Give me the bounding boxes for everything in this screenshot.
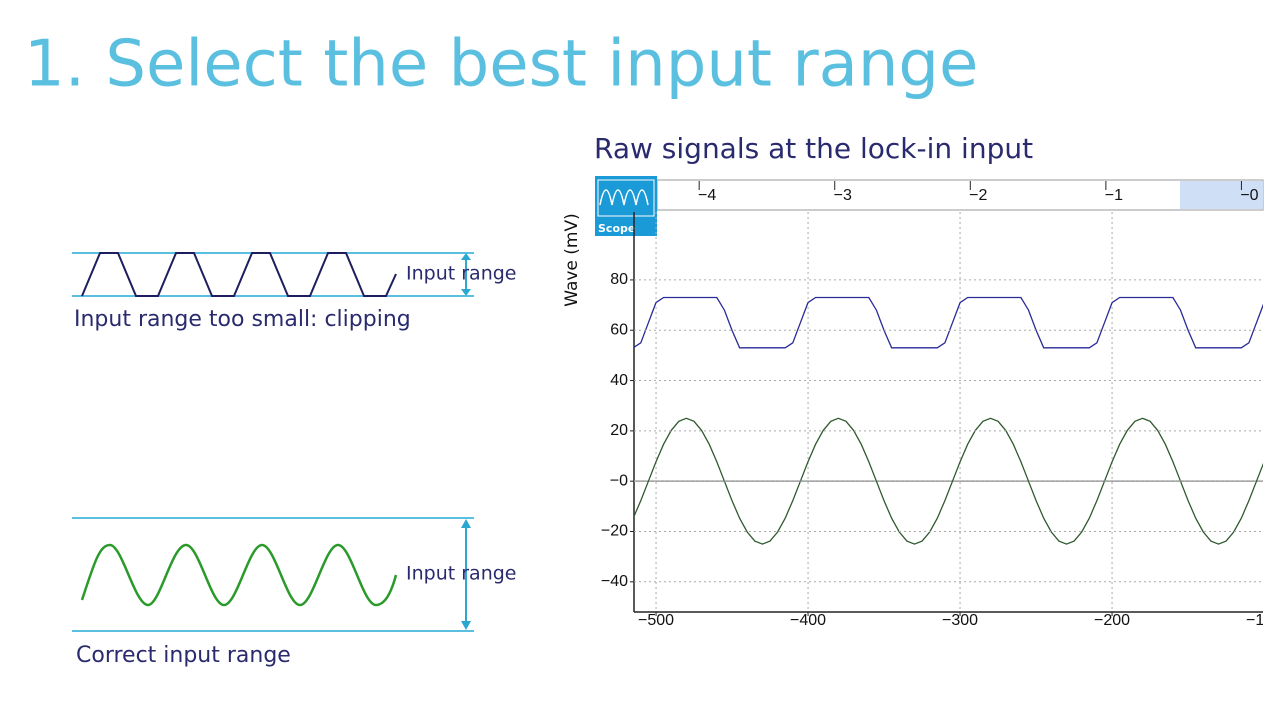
slide-title: 1. Select the best input range — [24, 28, 978, 102]
y-tick-label: 20 — [610, 422, 628, 439]
y-tick-label: −20 — [601, 523, 628, 540]
plot — [634, 212, 1263, 616]
overview-bar — [656, 179, 1264, 211]
series-line — [634, 296, 1263, 349]
x-tick-label: −400 — [790, 612, 826, 629]
y-tick-label: 40 — [610, 372, 628, 389]
badge-label: Scope — [598, 222, 635, 235]
y-tick-label: −0 — [610, 472, 628, 489]
x-tick-label: −200 — [1094, 612, 1130, 629]
range-label: Input range — [406, 563, 516, 585]
clipping-diagram — [72, 252, 474, 297]
x-tick-label: −300 — [942, 612, 978, 629]
diagram-caption: Input range too small: clipping — [74, 307, 411, 332]
scope-badge — [595, 176, 657, 236]
series-line — [634, 417, 1263, 545]
y-tick-label: 80 — [610, 271, 628, 288]
y-tick-label: −40 — [601, 573, 628, 590]
correct-diagram — [72, 517, 474, 632]
x-tick-label: −500 — [638, 612, 674, 629]
x2-tick-label: −0 — [1240, 187, 1258, 204]
diagram-caption: Correct input range — [76, 643, 291, 668]
chart-title: Raw signals at the lock-in input — [594, 132, 1033, 165]
x-tick-label: −100 — [1246, 612, 1280, 629]
y-axis-label: Wave (mV) — [562, 213, 582, 307]
y-tick-label: 60 — [610, 321, 628, 338]
x2-tick-label: −2 — [969, 187, 987, 204]
overview-selection — [1180, 181, 1263, 209]
x2-tick-label: −4 — [698, 187, 716, 204]
x2-tick-label: −3 — [834, 187, 852, 204]
x-tick-labels: −500 −400 −300 −200 −100 — [638, 612, 1280, 629]
range-label: Input range — [406, 263, 516, 285]
x2-tick-label: −1 — [1105, 187, 1123, 204]
